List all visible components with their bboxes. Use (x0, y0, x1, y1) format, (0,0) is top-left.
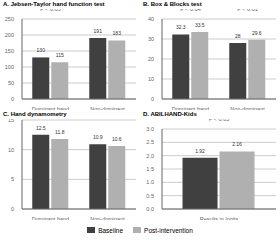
svg-text:2.16: 2.16 (232, 141, 242, 147)
svg-text:20: 20 (148, 56, 154, 62)
html-text:D. ABILHAND-Kids: D. ABILHAND-Kids (143, 111, 197, 117)
svg-text:15: 15 (8, 119, 14, 123)
svg-text:0.0: 0.0 (146, 206, 154, 212)
svg-text:28: 28 (235, 33, 241, 39)
html-text:A. Jebsen-Taylor hand function: A. Jebsen-Taylor hand function test (3, 1, 105, 7)
svg-text:183: 183 (113, 30, 122, 36)
svg-text:191: 191 (94, 28, 103, 34)
svg-text:0.5: 0.5 (146, 193, 154, 199)
svg-text:150: 150 (8, 48, 14, 54)
svg-text:11.8: 11.8 (55, 129, 65, 135)
html-text:B. Box & Blocks test: B. Box & Blocks test (143, 1, 202, 7)
svg-text:P < 0.05: P < 0.05 (209, 119, 230, 122)
svg-text:P < 0.05: P < 0.05 (40, 9, 61, 12)
svg-text:10.9: 10.9 (93, 134, 103, 140)
svg-text:Non-dominanthand: Non-dominanthand (90, 216, 125, 220)
svg-text:0: 0 (151, 96, 154, 102)
svg-text:Dominant hand: Dominant hand (172, 106, 209, 110)
svg-text:100: 100 (8, 64, 14, 70)
svg-text:29.6: 29.6 (252, 30, 262, 36)
svg-text:1.92: 1.92 (195, 148, 205, 154)
svg-text:250: 250 (8, 16, 14, 22)
svg-text:Non-dominanthand: Non-dominanthand (90, 106, 125, 110)
svg-text:0: 0 (11, 96, 14, 102)
svg-text:P < 0.01: P < 0.01 (237, 9, 258, 12)
svg-text:130: 130 (37, 47, 46, 53)
svg-text:10: 10 (148, 76, 154, 82)
svg-text:2.0: 2.0 (146, 153, 154, 159)
svg-text:32.3: 32.3 (176, 24, 186, 30)
svg-text:Dominant hand: Dominant hand (32, 106, 69, 110)
svg-text:1.5: 1.5 (146, 166, 154, 172)
svg-text:3.0: 3.0 (146, 126, 154, 132)
html-text:C. Hand dynamometry: C. Hand dynamometry (3, 111, 67, 117)
svg-text:50: 50 (8, 80, 14, 86)
html-text:Baseline: Baseline (98, 226, 124, 234)
svg-text:Non-dominanthand: Non-dominanthand (230, 106, 265, 110)
svg-text:10: 10 (8, 147, 14, 153)
html-text:Post-intervention: Post-intervention (144, 226, 193, 234)
svg-text:5: 5 (11, 176, 14, 182)
svg-text:33.5: 33.5 (195, 22, 205, 28)
svg-text:Results in logits: Results in logits (200, 216, 239, 220)
svg-text:0: 0 (11, 206, 14, 212)
svg-text:10.6: 10.6 (112, 136, 122, 142)
svg-text:30: 30 (148, 36, 154, 42)
svg-text:12.5: 12.5 (36, 125, 46, 131)
svg-text:40: 40 (148, 16, 154, 22)
svg-text:1.0: 1.0 (146, 179, 154, 185)
svg-text:115: 115 (56, 52, 64, 58)
svg-text:Dominant hand: Dominant hand (32, 216, 69, 220)
svg-text:2.5: 2.5 (146, 139, 154, 145)
svg-text:P < 0.04: P < 0.04 (180, 9, 201, 12)
svg-text:200: 200 (8, 32, 14, 38)
